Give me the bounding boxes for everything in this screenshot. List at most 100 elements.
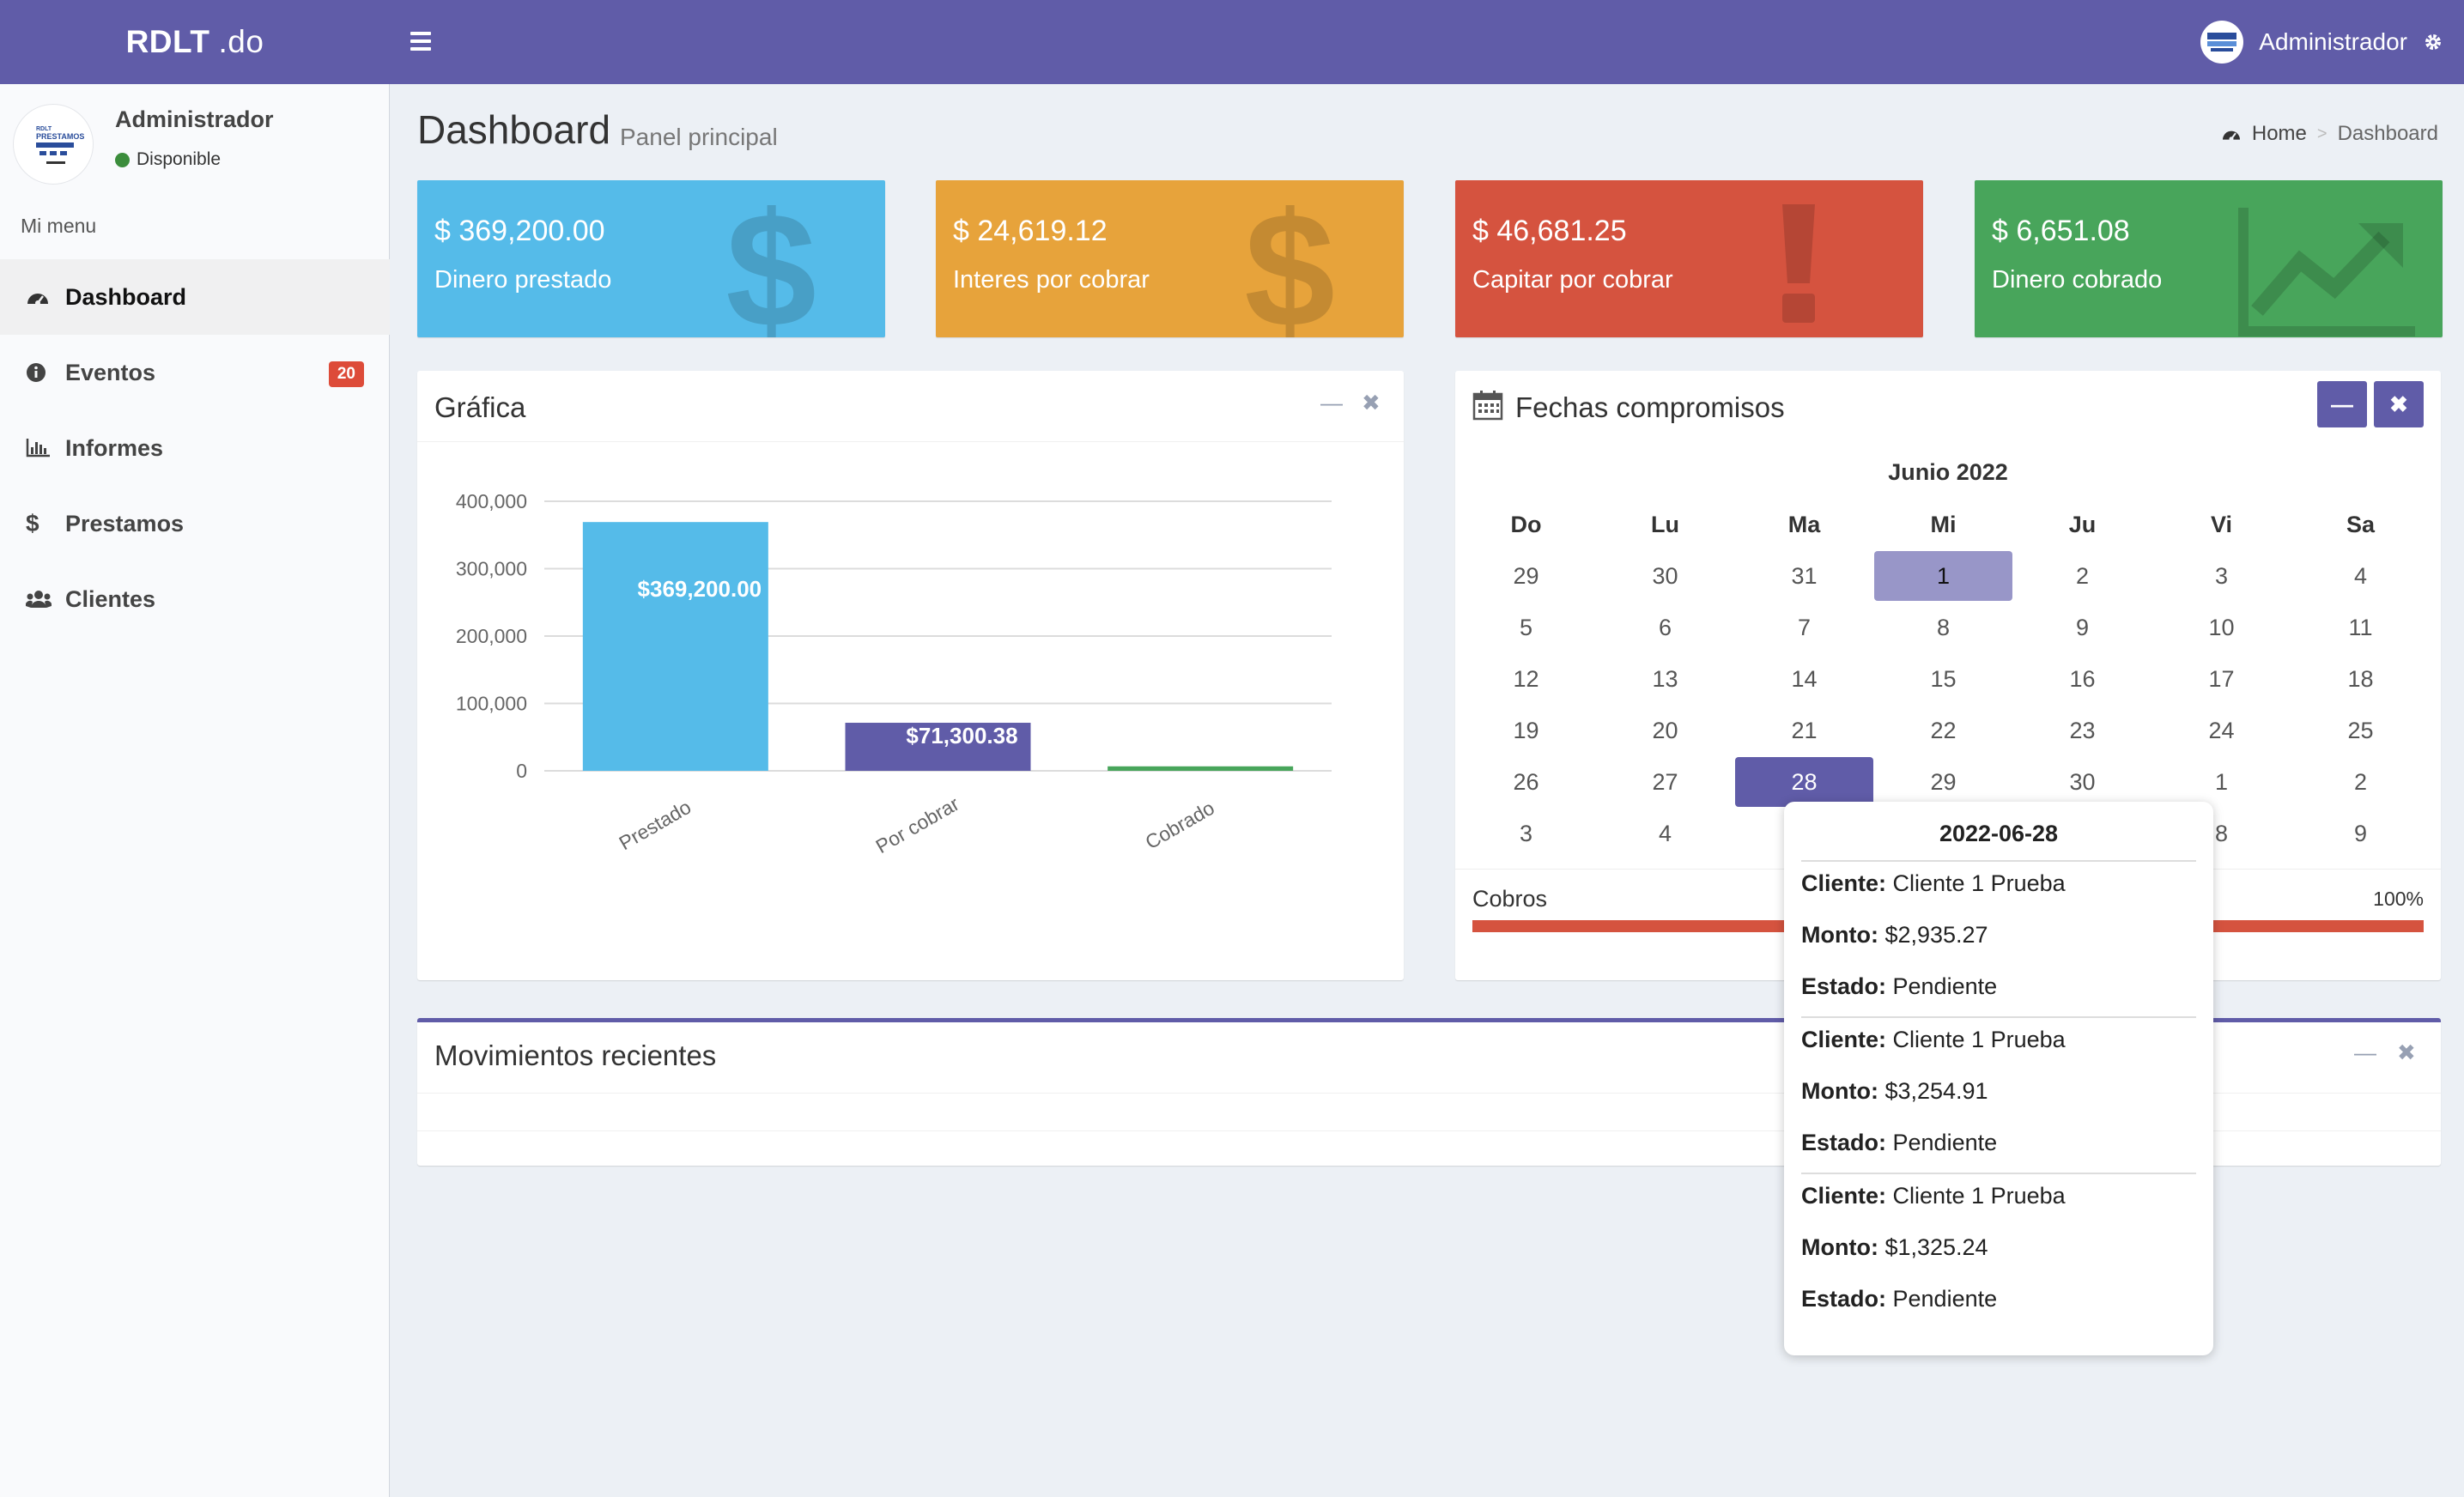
sidebar-item-eventos[interactable]: Eventos 20 [0,335,390,410]
popover-amount-label: Monto: [1801,1078,1878,1104]
popover-status: Estado: Pendiente [1801,1130,2196,1156]
top-navbar: RDLT .do Administrador [0,0,2464,84]
calendar-day[interactable]: 30 [1652,562,1678,589]
calendar-day[interactable]: 29 [1513,562,1539,589]
info-box-interes-por-cobrar[interactable]: $ $ 24,619.12 Interes por cobrar [936,180,1404,337]
calendar-day[interactable]: 25 [2347,717,2374,743]
y-tick-label: 100,000 [456,693,527,715]
calendar-day[interactable]: 18 [2347,665,2374,692]
sidebar-item-label: Clientes [65,585,156,612]
calendar-day[interactable]: 9 [2075,614,2090,640]
calendar-day[interactable]: 17 [2208,665,2235,692]
minimize-icon[interactable]: — [2354,1039,2376,1065]
calendar-day[interactable]: 27 [1652,768,1678,795]
calendar-day[interactable]: 30 [2069,768,2096,795]
calendar-day[interactable]: 2 [2353,768,2368,795]
app-logo[interactable]: RDLT .do [0,0,390,84]
calendar-day[interactable]: 2 [2075,562,2090,589]
calendar-month-title: Junio 2022 [1888,459,2008,485]
calendar-day[interactable]: 3 [2214,562,2229,589]
sidebar-item-informes[interactable]: Informes [0,410,390,486]
events-count-badge: 20 [328,361,364,387]
calendar-day[interactable]: 4 [2353,562,2368,589]
calendar-day[interactable]: 20 [1652,717,1678,743]
close-button[interactable]: ✖ [2374,381,2424,427]
sidebar-item-clientes[interactable]: Clientes [0,561,390,637]
calendar-day[interactable]: 6 [1658,614,1672,640]
calendar-day[interactable]: 8 [1936,614,1951,640]
info-box-capitar-por-cobrar[interactable]: $ 46,681.25 Capitar por cobrar [1455,180,1923,337]
calendar-day[interactable]: 1 [1874,551,2012,601]
close-icon[interactable]: ✖ [1362,390,1381,415]
sidebar-item-prestamos[interactable]: $ Prestamos [0,486,390,561]
sidebar-nav: Dashboard Eventos 20 Informes $ Prestamo… [0,259,390,637]
x-tick-label: Por cobrar [872,792,963,858]
sidebar-item-label: Eventos [65,359,156,385]
breadcrumb: Home > Dashboard [2221,122,2438,146]
top-user-name: Administrador [2259,28,2407,55]
calendar-day[interactable]: 11 [2348,614,2373,640]
breadcrumb-home-link[interactable]: Home [2251,122,2307,145]
close-icon[interactable]: ✖ [2397,1039,2416,1065]
calendar-day[interactable]: 26 [1513,768,1539,795]
info-box-dinero-prestado[interactable]: $ $ 369,200.00 Dinero prestado [417,180,885,337]
bar [845,723,1031,771]
weekday-header: Lu [1651,511,1679,537]
y-tick-label: 200,000 [456,625,527,647]
breadcrumb-current: Dashboard [2337,122,2438,145]
calendar-day[interactable]: 5 [1519,614,1533,640]
calendar-day[interactable]: 7 [1797,614,1812,640]
logo-bold: RDLT [125,24,210,59]
calendar-day[interactable]: 29 [1930,768,1957,795]
info-icon [26,362,65,383]
dashboard-icon [26,287,65,307]
calendar-day[interactable]: 12 [1513,665,1539,692]
popover-status-value: Pendiente [1886,1286,1998,1312]
popover-client-label: Cliente: [1801,870,1887,896]
svg-text:PRESTAMOS: PRESTAMOS [36,132,84,141]
calendar-day[interactable]: 9 [2353,820,2368,846]
sidebar-toggle-icon[interactable] [410,24,440,58]
calendar-day[interactable]: 4 [1658,820,1672,846]
calendar-day[interactable]: 22 [1930,717,1957,743]
divider [417,1130,2441,1131]
gear-icon[interactable] [2423,32,2443,52]
calendar-day[interactable]: 8 [2214,820,2229,846]
calendar-day[interactable]: 13 [1652,665,1678,692]
cobros-label: Cobros [1472,886,1548,912]
calendar-box-title: Fechas compromisos [1515,391,1785,423]
calendar-day[interactable]: 15 [1930,665,1957,692]
calendar-day[interactable]: 14 [1791,665,1818,692]
calendar-day[interactable]: 3 [1519,820,1533,846]
user-menu[interactable]: Administrador [2200,0,2443,84]
sidebar-item-label: Prestamos [65,510,185,536]
dollar-icon: $ [26,510,39,536]
dollar-icon: $ [1244,180,1335,337]
svg-text:RDLT: RDLT [36,126,52,132]
calendar-day[interactable]: 19 [1513,717,1539,743]
bar [1108,766,1294,771]
calendar-day[interactable]: 23 [2069,717,2096,743]
info-box-amount: $ 369,200.00 [434,215,605,247]
minimize-button[interactable]: — [2317,381,2367,427]
calendar-day[interactable]: 10 [2208,614,2235,640]
weekday-header: Sa [2346,511,2376,537]
popover-amount-value: $3,254.91 [1878,1078,1988,1104]
popover-client: Cliente: Cliente 1 Prueba [1801,1183,2196,1209]
minimize-icon[interactable]: — [1320,390,1343,415]
calendar-day[interactable]: 21 [1791,717,1818,743]
calendar-day[interactable]: 24 [2208,717,2235,743]
popover-status-label: Estado: [1801,1286,1887,1312]
sidebar-item-dashboard[interactable]: Dashboard [0,259,390,335]
status-badge: Disponible [115,149,221,170]
popover-amount: Monto: $2,935.27 [1801,922,2196,949]
calendar-day[interactable]: 31 [1791,562,1818,589]
popover-client-label: Cliente: [1801,1183,1887,1209]
calendar-day[interactable]: 1 [2214,768,2229,795]
status-text: Disponible [137,149,222,169]
calendar-day[interactable]: 16 [2069,665,2096,692]
info-box-dinero-cobrado[interactable]: $ 6,651.08 Dinero cobrado [1975,180,2443,337]
sidebar: RDLT PRESTAMOS Administrador Disponible … [0,84,390,1497]
popover-status: Estado: Pendiente [1801,973,2196,1000]
calendar-day[interactable]: 28 [1735,757,1873,807]
